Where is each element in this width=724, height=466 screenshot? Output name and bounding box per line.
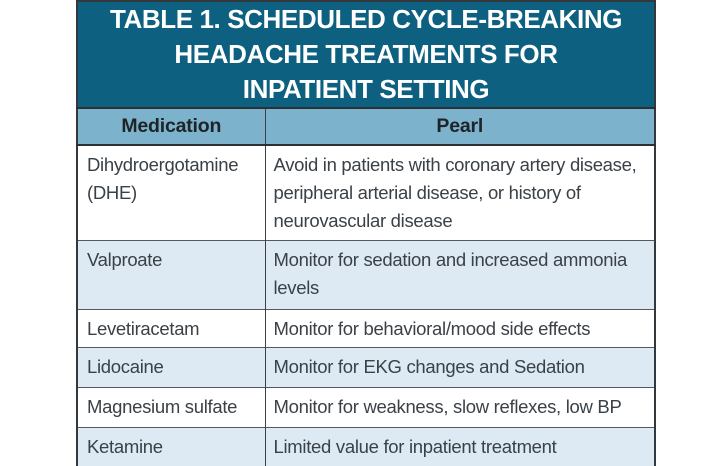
table-row: Ketamine Limited value for inpatient trea… [77, 427, 655, 466]
medication-cell: Lidocaine [77, 347, 266, 388]
pearl-cell: Monitor for EKG changes and Sedation [265, 347, 655, 388]
column-header-pearl: Pearl [265, 108, 655, 146]
table-row: Lidocaine Monitor for EKG changes and Sed… [77, 347, 655, 388]
medication-cell: Ketamine [77, 427, 266, 466]
pearl-cell: Limited value for inpatient treatment [265, 427, 655, 466]
table-title-line-3: INPATIENT SETTING [242, 74, 490, 104]
pearl-cell: Monitor for sedation and increased ammon… [265, 240, 655, 310]
pearl-cell: Monitor for behavioral/mood side effects [265, 309, 655, 348]
medication-cell: Magnesium sulfate [77, 387, 266, 428]
table-row: Valproate Monitor for sedation and increa… [77, 240, 655, 310]
table-title: TABLE 1. SCHEDULED CYCLE-BREAKING HEADAC… [77, 1, 655, 109]
medication-cell: Valproate [77, 240, 266, 310]
column-header-medication: Medication [77, 108, 266, 146]
table-title-line-2: HEADACHE TREATMENTS FOR [174, 39, 558, 69]
pearl-cell: Avoid in patients with coronary artery d… [265, 145, 655, 241]
medication-cell: Dihydroergotamine (DHE) [77, 145, 266, 241]
medication-cell: Levetiracetam [77, 309, 266, 348]
pearl-cell: Monitor for weakness, slow reflexes, low… [265, 387, 655, 428]
title-row: TABLE 1. SCHEDULED CYCLE-BREAKING HEADAC… [77, 1, 655, 109]
column-header-row: Medication Pearl [77, 108, 655, 146]
table-body: Dihydroergotamine (DHE) Avoid in patients… [77, 145, 655, 466]
treatments-table: TABLE 1. SCHEDULED CYCLE-BREAKING HEADAC… [76, 0, 656, 466]
table-row: Magnesium sulfate Monitor for weakness, s… [77, 387, 655, 428]
table-row: Levetiracetam Monitor for behavioral/mood… [77, 309, 655, 348]
table-row: Dihydroergotamine (DHE) Avoid in patients… [77, 145, 655, 241]
table-title-line-1: TABLE 1. SCHEDULED CYCLE-BREAKING [109, 4, 623, 34]
